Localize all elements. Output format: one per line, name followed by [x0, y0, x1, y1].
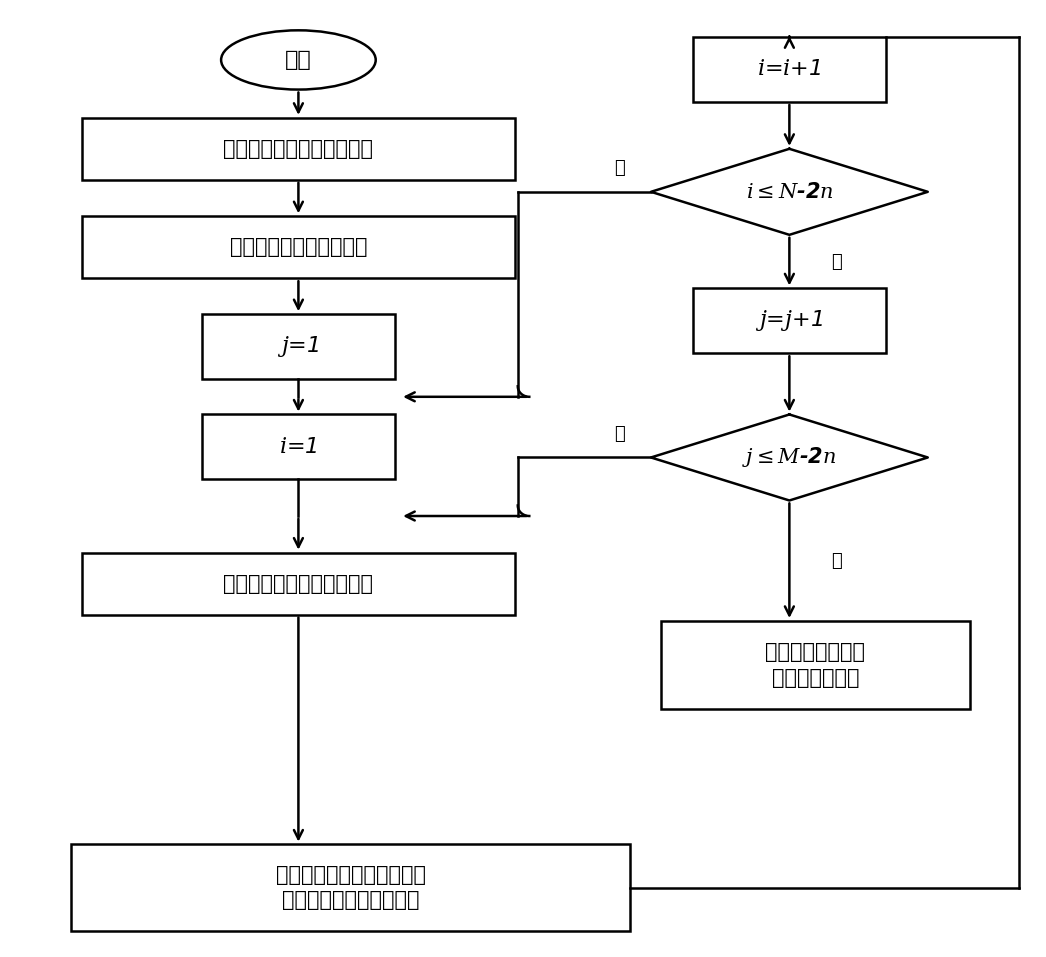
Text: $j\leq M$-2$n$: $j\leq M$-2$n$: [743, 445, 837, 470]
Bar: [202, 314, 395, 379]
Text: 是: 是: [831, 253, 842, 271]
Text: 否: 否: [614, 159, 626, 177]
Bar: [692, 288, 886, 353]
Text: $i\leq N$-2$n$: $i\leq N$-2$n$: [746, 182, 833, 202]
Text: $i$=1: $i$=1: [279, 437, 318, 456]
Text: 否: 否: [614, 425, 626, 442]
Text: 确定滤波窗口尺寸及形状: 确定滤波窗口尺寸及形状: [230, 237, 367, 257]
Bar: [661, 621, 970, 709]
Text: $i$=$i$+1: $i$=$i$+1: [757, 59, 821, 79]
Bar: [202, 414, 395, 479]
Bar: [82, 552, 516, 614]
Text: $j$=$j$+1: $j$=$j$+1: [755, 308, 823, 333]
Bar: [71, 844, 630, 930]
Text: 对窗口内所有亮温数据排序: 对窗口内所有亮温数据排序: [224, 573, 373, 593]
Text: 标示出陆地周围的亮温数据: 标示出陆地周围的亮温数据: [224, 139, 373, 159]
Text: 开始: 开始: [285, 50, 312, 70]
Bar: [82, 118, 516, 180]
Text: 用排序得到的亮温数据中值
代替窗口中心的亮温数据: 用排序得到的亮温数据中值 代替窗口中心的亮温数据: [276, 865, 426, 910]
Bar: [82, 216, 516, 278]
Bar: [692, 37, 886, 102]
Text: 输出第一类降噪后
的观测亮温数据: 输出第一类降噪后 的观测亮温数据: [766, 642, 865, 688]
Text: $j$=1: $j$=1: [277, 334, 320, 359]
Text: 是: 是: [831, 551, 842, 569]
